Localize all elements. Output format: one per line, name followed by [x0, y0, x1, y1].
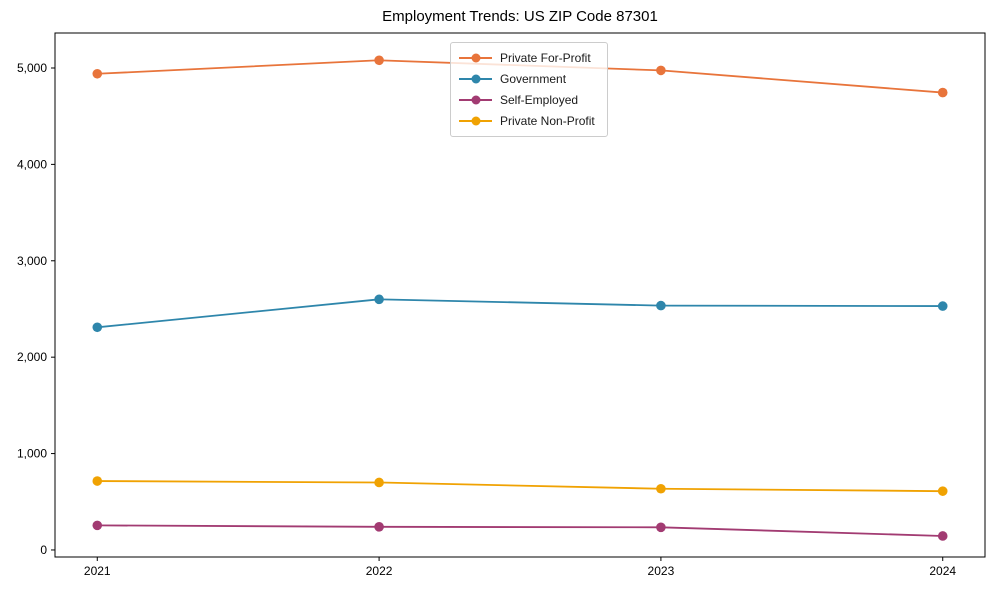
series-point-government: [937, 301, 948, 311]
y-tick-label: 1,000: [17, 447, 47, 461]
plot-border: [54, 32, 986, 558]
legend-item: Private Non-Profit: [459, 112, 595, 130]
legend-item: Self-Employed: [459, 91, 595, 109]
x-tick-label: 2024: [929, 564, 956, 578]
chart-title: Employment Trends: US ZIP Code 87301: [382, 8, 658, 25]
legend-line-sample: [459, 95, 492, 105]
y-tick-label: 0: [40, 543, 47, 557]
series-point-self-employed: [937, 531, 948, 541]
series-point-government: [92, 322, 103, 333]
series-point-private-non-profit: [937, 486, 948, 496]
legend-label: Private Non-Profit: [500, 114, 595, 128]
series-line-private-non-profit: [97, 480, 943, 493]
legend-label: Private For-Profit: [500, 51, 591, 65]
legend-marker-icon: [471, 95, 480, 105]
legend-label: Government: [500, 72, 567, 86]
series-point-government: [374, 294, 384, 305]
legend-line-sample: [459, 53, 492, 63]
x-tick-label: 2022: [366, 564, 393, 578]
legend-marker-icon: [471, 74, 480, 84]
legend-line-sample: [459, 74, 492, 84]
legend-marker-icon: [471, 116, 480, 126]
series-point-private-non-profit: [92, 476, 103, 486]
series-point-self-employed: [656, 522, 666, 533]
series-line-government: [97, 298, 943, 329]
legend-item: Government: [459, 70, 595, 88]
legend-marker-icon: [471, 53, 480, 63]
series-point-private-for-profit: [656, 65, 666, 76]
series-point-self-employed: [374, 522, 384, 532]
series-point-private-for-profit: [937, 87, 948, 98]
series-point-private-for-profit: [374, 55, 384, 66]
series-point-private-non-profit: [656, 483, 666, 494]
y-tick-label: 5,000: [17, 61, 47, 75]
legend-item: Private For-Profit: [459, 49, 595, 67]
y-tick-label: 3,000: [17, 254, 47, 268]
series-point-self-employed: [92, 520, 103, 531]
y-tick-label: 2,000: [17, 350, 47, 364]
series-line-self-employed: [97, 524, 943, 537]
x-tick-label: 2021: [84, 564, 111, 578]
series-point-private-non-profit: [374, 477, 384, 488]
x-tick-label: 2023: [648, 564, 675, 578]
legend: Private For-Profit Government Self-Employe…: [450, 42, 608, 137]
series-point-private-for-profit: [92, 68, 103, 79]
legend-line-sample: [459, 116, 492, 126]
y-tick-label: 4,000: [17, 157, 47, 171]
series-point-government: [656, 300, 666, 311]
legend-label: Self-Employed: [500, 93, 579, 107]
